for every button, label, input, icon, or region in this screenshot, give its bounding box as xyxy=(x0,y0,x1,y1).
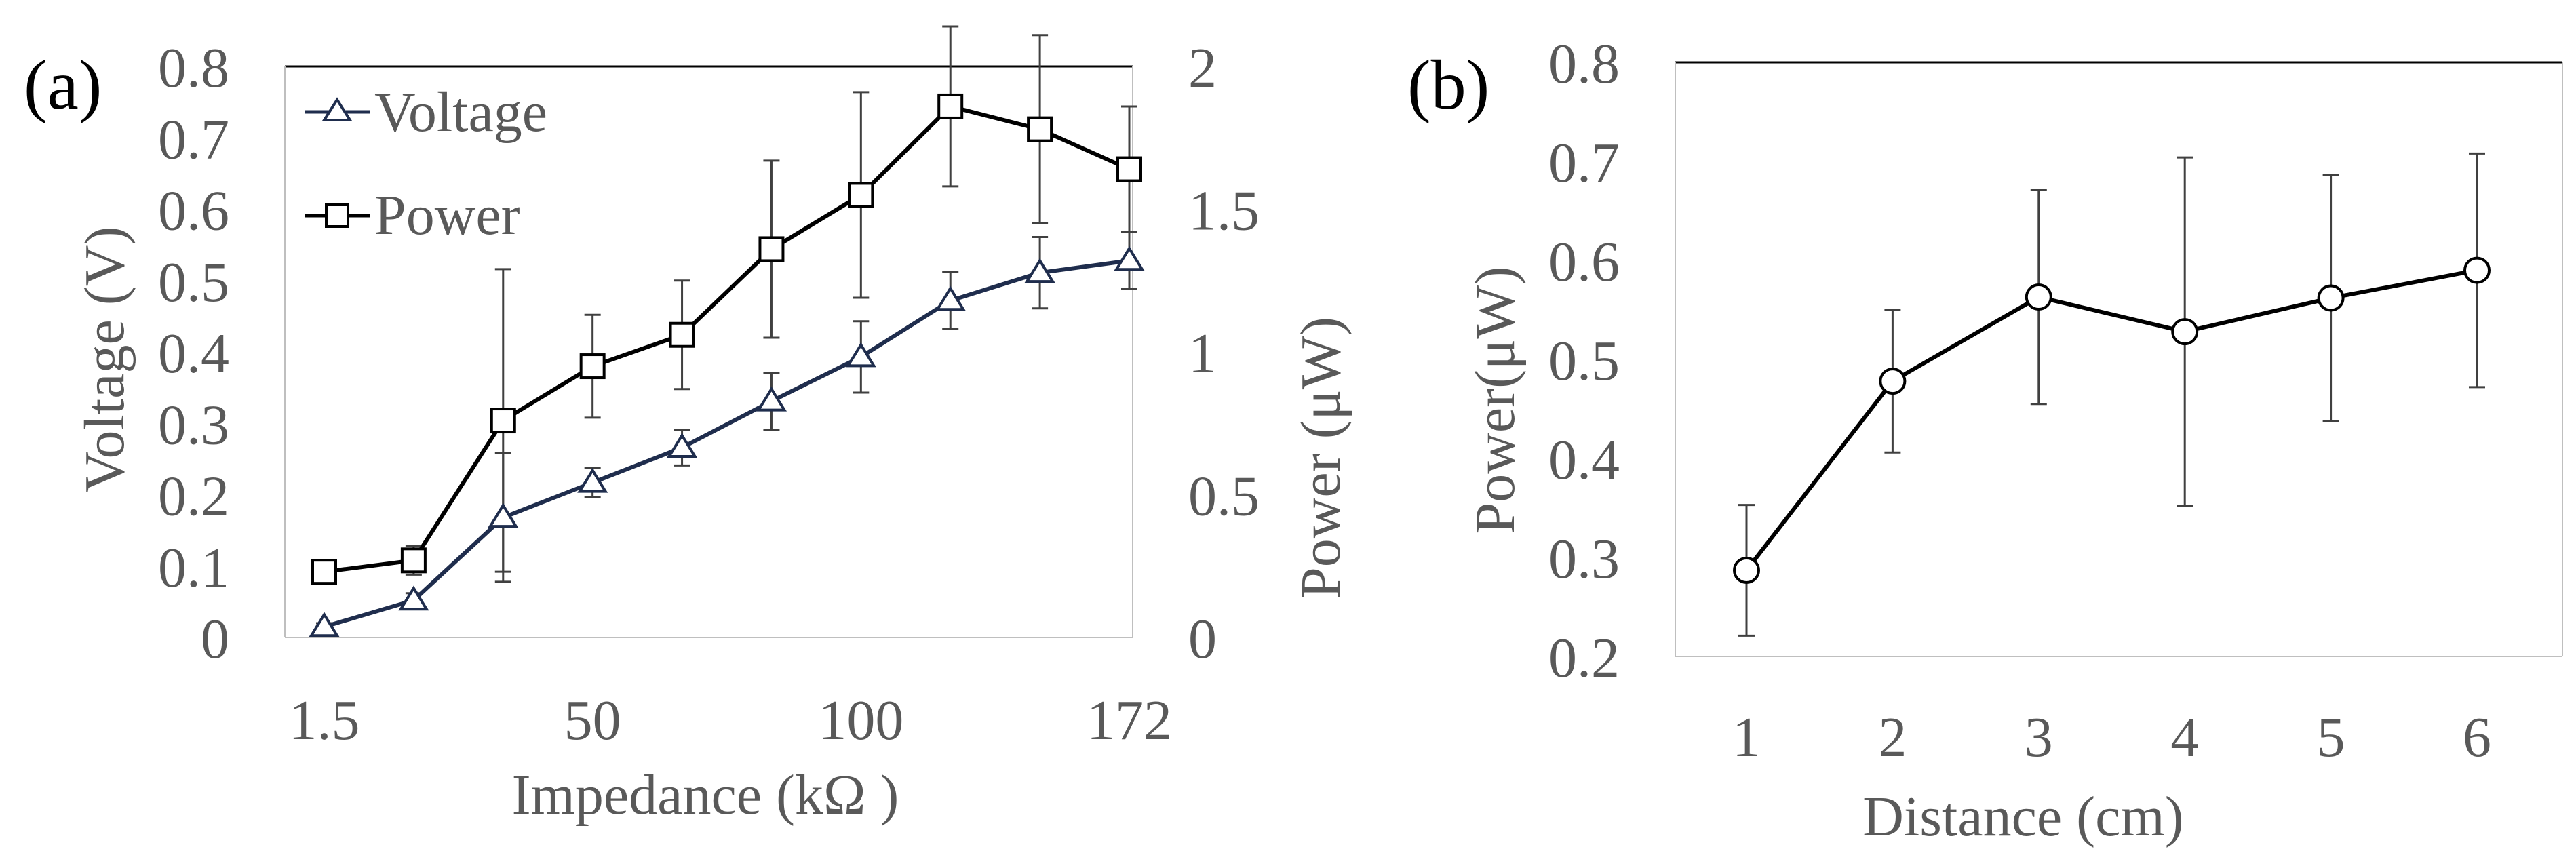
panel-a-right-y-tick-label: 2 xyxy=(1188,37,1217,100)
panel-a-label: (a) xyxy=(24,46,102,124)
panel-b-y-tick-label: 0.4 xyxy=(1548,429,1620,492)
power-point xyxy=(758,236,785,262)
distance-power-point xyxy=(2317,284,2345,312)
panel-a-left-y-tick-label: 0 xyxy=(201,608,229,671)
panel-a-x-tick-label: 172 xyxy=(1087,689,1172,752)
legend-entry-voltage: Voltage xyxy=(305,81,547,144)
power-point xyxy=(1116,156,1142,182)
panel-b-x-axis-title: Distance (cm) xyxy=(1862,785,2183,848)
panel-a-y-axis-title: Voltage (V) xyxy=(73,226,136,493)
panel-a-x-ticks: 1.5 50 100 172 xyxy=(289,689,1173,752)
power-point xyxy=(490,408,516,434)
panel-b-y-tick-label: 0.2 xyxy=(1548,627,1620,690)
panel-b-x-tick-label: 2 xyxy=(1878,706,1907,769)
distance-power-point xyxy=(1879,368,1907,395)
panel-a-right-y-tick-label: 0.5 xyxy=(1188,465,1260,528)
panel-a-left-y-tick-label: 0.4 xyxy=(158,322,229,385)
panel-a-right-y-ticks: 0 0.5 1 1.5 2 xyxy=(1188,37,1260,671)
panel-b-plot-area xyxy=(1675,61,2563,657)
panel-b-y-tick-label: 0.3 xyxy=(1548,528,1620,591)
panel-b-x-tick-label: 5 xyxy=(2317,706,2345,769)
power-point xyxy=(579,353,606,380)
distance-power-line xyxy=(1744,268,2478,572)
voltage-point xyxy=(577,467,608,493)
panel-b-x-tick-label: 4 xyxy=(2170,706,2199,769)
panel-a-x-axis-title: Impedance (kΩ ) xyxy=(512,764,899,827)
voltage-point xyxy=(1114,245,1145,271)
panel-a-voltage-series xyxy=(309,245,1145,637)
panel-a-right-y-tick-label: 1 xyxy=(1188,322,1217,385)
voltage-point xyxy=(1024,258,1055,283)
panel-b-x-tick-label: 6 xyxy=(2463,706,2491,769)
voltage-point xyxy=(935,285,966,311)
panel-a-left-y-tick-label: 0.6 xyxy=(158,180,229,243)
panel-b-y-tick-label: 0.7 xyxy=(1548,132,1620,195)
panel-a-left-y-ticks: 0 0.1 0.2 0.3 0.4 0.5 0.6 0.7 0.8 xyxy=(158,37,229,671)
power-point xyxy=(669,321,695,348)
panel-b-y-axis-title: Power(μW) xyxy=(1464,267,1527,534)
voltage-point xyxy=(398,585,429,611)
panel-b-y-tick-label: 0.8 xyxy=(1548,33,1620,96)
panel-a-left-y-tick-label: 0.5 xyxy=(158,251,229,314)
distance-power-point xyxy=(2463,256,2491,284)
legend-label-voltage: Voltage xyxy=(374,81,547,144)
voltage-point xyxy=(845,342,876,368)
panel-a-right-y-tick-label: 1.5 xyxy=(1188,180,1260,243)
panel-b-y-tick-label: 0.6 xyxy=(1548,231,1620,294)
triangle-icon xyxy=(321,97,353,121)
power-line xyxy=(324,104,1131,574)
panel-b-power-series xyxy=(1733,256,2491,584)
panel-a-x-tick-label: 100 xyxy=(818,689,903,752)
power-point xyxy=(311,559,337,585)
panel-a-left-y-tick-label: 0.1 xyxy=(158,536,229,599)
panel-a-left-y-tick-label: 0.7 xyxy=(158,108,229,171)
panel-b-y-ticks: 0.2 0.3 0.4 0.5 0.6 0.7 0.8 xyxy=(1548,33,1620,690)
distance-power-point xyxy=(1733,556,1760,584)
voltage-point xyxy=(666,433,698,458)
panel-a-left-y-tick-label: 0.3 xyxy=(158,393,229,456)
square-icon xyxy=(325,203,349,228)
panel-b-y-tick-label: 0.5 xyxy=(1548,330,1620,393)
legend-label-power: Power xyxy=(374,184,520,247)
panel-a-x-tick-label: 50 xyxy=(564,689,621,752)
panel-b-power-error-bars xyxy=(1738,152,2485,637)
voltage-point xyxy=(488,502,519,528)
panel-b-x-tick-label: 3 xyxy=(2025,706,2053,769)
panel-a-left-y-tick-label: 0.2 xyxy=(158,465,229,528)
panel-b-label: (b) xyxy=(1407,46,1489,124)
panel-a-y2-axis-title: Power (μW) xyxy=(1289,317,1352,599)
panel-a-left-y-tick-label: 0.8 xyxy=(158,37,229,100)
voltage-point xyxy=(756,386,787,412)
power-point xyxy=(400,547,427,574)
power-point xyxy=(848,182,874,208)
panel-b-x-tick-label: 1 xyxy=(1732,706,1761,769)
panel-a-x-tick-label: 1.5 xyxy=(289,689,360,752)
panel-b-x-ticks: 1 2 3 4 5 6 xyxy=(1732,706,2491,769)
power-point xyxy=(937,93,964,119)
panel-a-right-y-tick-label: 0 xyxy=(1188,608,1217,671)
panel-a-legend: Voltage Power xyxy=(305,81,547,247)
voltage-line xyxy=(324,258,1130,629)
power-point xyxy=(1027,116,1053,142)
distance-power-point xyxy=(2025,283,2052,311)
panel-a-power-series xyxy=(311,93,1142,585)
voltage-point xyxy=(309,612,340,637)
distance-power-point xyxy=(2171,318,2199,346)
legend-entry-power: Power xyxy=(305,184,520,247)
